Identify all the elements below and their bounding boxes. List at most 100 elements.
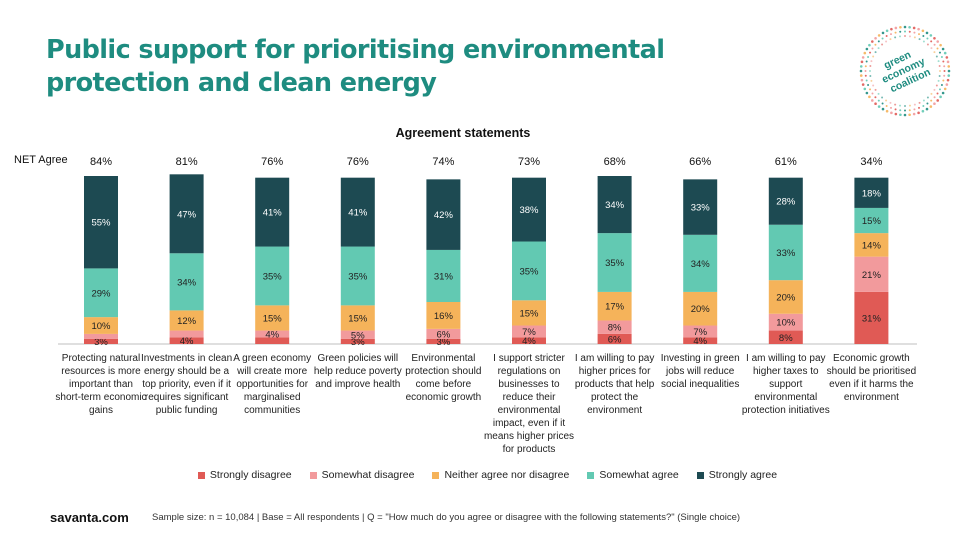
category-label: I support stricter regulations on busine…	[483, 353, 575, 455]
category-label: Protecting natural resources is more imp…	[55, 353, 147, 416]
legend-label: Somewhat agree	[599, 469, 679, 481]
bar-segment	[512, 177, 546, 242]
logo-dot	[941, 47, 945, 51]
logo-dot	[869, 51, 872, 54]
logo-dot	[869, 70, 871, 72]
logo-dot	[877, 105, 881, 108]
logo-dot	[945, 56, 949, 59]
sample-footnote: Sample size: n = 10,084 | Base = All res…	[152, 512, 741, 523]
bar-segment	[768, 330, 803, 344]
logo-dot	[881, 37, 884, 40]
title-line-2: protection and clean energy	[46, 68, 437, 98]
logo-dot	[877, 99, 880, 102]
logo-dot	[941, 91, 945, 95]
bar-segment	[683, 337, 718, 344]
data-label: 47%	[177, 209, 197, 220]
bar-segment	[597, 233, 632, 292]
data-label: 34%	[691, 259, 711, 270]
data-label: 15%	[263, 313, 283, 324]
data-label: 18%	[862, 188, 882, 199]
data-label: 5%	[351, 330, 365, 341]
logo-dot	[942, 79, 945, 82]
logo-dot	[894, 31, 897, 34]
legend-swatch	[432, 471, 440, 479]
data-label: 15%	[862, 216, 882, 227]
logo-dot	[933, 37, 936, 40]
bar-segment	[255, 337, 290, 344]
logo-dot	[904, 35, 906, 37]
logo-dot	[913, 108, 916, 111]
chart-legend: Strongly disagree Somewhat disagree Neithe…	[0, 469, 975, 481]
logo-dot	[921, 29, 925, 33]
chart-title: Agreement statements	[395, 126, 531, 140]
legend-swatch	[587, 471, 595, 479]
bar-segment	[426, 328, 461, 339]
data-label: 3%	[351, 337, 365, 348]
bar-segment	[854, 233, 889, 257]
logo-dot	[903, 113, 907, 117]
data-label: 4%	[693, 336, 707, 347]
logo-dot	[946, 60, 950, 64]
logo-dot	[945, 83, 949, 86]
bar-segment	[597, 320, 632, 334]
logo-dot	[936, 99, 939, 102]
logo-dot	[922, 35, 925, 38]
bar-segment	[597, 176, 632, 234]
data-label: 16%	[434, 311, 454, 322]
logo-dot	[874, 88, 877, 91]
logo-dot	[943, 70, 946, 72]
logo-dot	[871, 99, 874, 102]
data-label: 35%	[519, 266, 539, 277]
logo-dot	[861, 83, 865, 86]
data-label: 8%	[608, 323, 622, 334]
net-agree-value: 34%	[860, 156, 882, 168]
data-label: 34%	[605, 200, 625, 211]
logo-dot	[869, 74, 872, 77]
logo-dot	[933, 96, 936, 99]
logo-dot	[894, 108, 897, 111]
logo-dot	[885, 104, 888, 107]
logo-dot	[936, 40, 939, 43]
logo-dots-ring	[859, 25, 951, 117]
logo-dot	[903, 25, 907, 29]
data-label: 29%	[91, 288, 111, 299]
logo-dot	[913, 36, 916, 39]
legend-label: Strongly disagree	[209, 469, 292, 481]
logo-dot	[904, 30, 906, 33]
bar-segment	[683, 234, 718, 292]
logo-dot	[874, 43, 877, 46]
logo-dot	[864, 70, 867, 72]
bar-segment	[255, 246, 290, 306]
logo-dot	[869, 65, 872, 68]
logo-dot	[870, 60, 873, 63]
bar-segment	[768, 224, 803, 281]
bar-segment	[84, 333, 118, 339]
logo-dot	[881, 102, 884, 105]
logo-dot	[935, 84, 938, 87]
brand-name: savanta.com	[50, 510, 129, 525]
logo-dot	[926, 37, 929, 40]
logo-dot	[867, 84, 870, 87]
logo-dot	[872, 84, 875, 87]
logo-dot	[874, 37, 877, 40]
data-label: 10%	[776, 318, 796, 329]
logo-dot	[890, 27, 893, 31]
bar-segment	[340, 305, 375, 331]
logo-dot	[939, 43, 942, 47]
data-label: 35%	[348, 271, 368, 282]
net-agree-label: NET Agree	[14, 154, 68, 166]
category-label: A green economy will create more opportu…	[233, 353, 312, 416]
bar-segment	[84, 176, 118, 269]
logo-dot	[881, 43, 884, 46]
bar-segment	[854, 256, 889, 292]
logo-dot	[869, 88, 872, 91]
bar-segment	[169, 174, 204, 254]
logo-dot	[889, 106, 892, 109]
logo-dot	[908, 113, 911, 117]
logo-dot	[877, 34, 881, 37]
data-label: 4%	[265, 329, 279, 340]
logo-dot	[926, 96, 929, 99]
logo-dot	[933, 102, 936, 105]
legend-label: Strongly agree	[708, 469, 778, 481]
logo-dot	[933, 88, 936, 91]
